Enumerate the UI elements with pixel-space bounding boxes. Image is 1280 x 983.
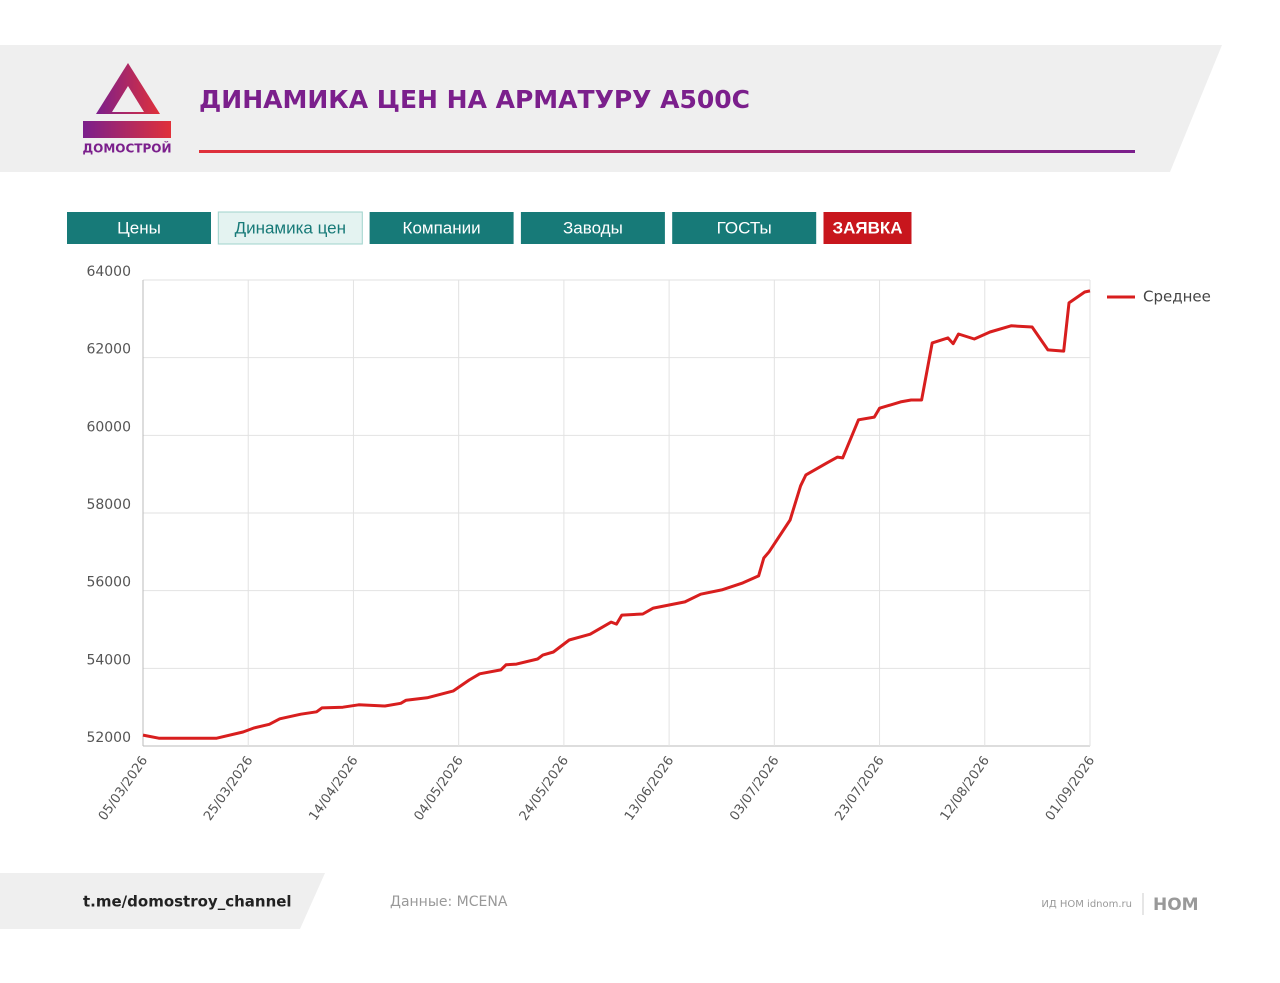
x-tick-label: 01/09/2026 — [1043, 754, 1098, 824]
nav-label[interactable]: Компании — [403, 218, 481, 237]
x-tick-label: 23/07/2026 — [832, 754, 887, 824]
y-tick-label: 52000 — [86, 730, 131, 746]
nav-button[interactable] — [67, 212, 211, 244]
source-note: Данные: MCENA — [390, 894, 508, 910]
title-underline — [199, 150, 1135, 153]
brand: НОМ — [1153, 895, 1199, 915]
nav-button[interactable] — [823, 212, 912, 244]
x-tick-label: 13/06/2026 — [622, 754, 677, 824]
y-tick-label: 56000 — [86, 575, 131, 591]
nav-button[interactable] — [217, 211, 363, 245]
y-tick-label: 54000 — [86, 652, 131, 668]
y-tick-label: 60000 — [86, 419, 131, 435]
nav-button[interactable] — [369, 212, 514, 244]
nav-label[interactable]: Заводы — [563, 218, 623, 237]
nav: Цены Динамика цен Компании Заводы ГОСТы ЗАЯВК… — [67, 211, 912, 245]
y-tick-label: 64000 — [86, 264, 131, 280]
x-tick-label: 25/03/2026 — [201, 754, 256, 824]
footer-band — [0, 873, 325, 929]
data-line — [142, 289, 1091, 740]
x-tick-label: 14/04/2026 — [306, 754, 361, 824]
x-tick-label: 03/07/2026 — [727, 754, 782, 824]
channel-link[interactable]: t.me/domostroy_channel — [83, 893, 292, 911]
legend-label: Среднее — [1143, 288, 1211, 306]
chart: 52000 54000 56000 58000 60000 62000 64000 05/03… — [86, 264, 1210, 824]
nav-label[interactable]: ЗАЯВКА — [832, 218, 902, 237]
nav-button[interactable] — [672, 212, 817, 244]
x-tick-label: 04/05/2026 — [412, 754, 467, 824]
x-tick-label: 05/03/2026 — [96, 754, 151, 824]
y-tick-label: 62000 — [86, 342, 131, 358]
nav-button[interactable] — [520, 212, 665, 244]
publisher: ИД НОМ idnom.ru — [1041, 899, 1132, 910]
page-title: ДИНАМИКА ЦЕН НА АРМАТУРУ А500С — [199, 85, 750, 114]
nav-label[interactable]: ГОСТы — [717, 218, 772, 237]
x-tick-label: 12/08/2026 — [938, 754, 993, 824]
logo-bar — [83, 121, 171, 138]
nav-label[interactable]: Цены — [117, 218, 161, 237]
logo-cut — [112, 86, 144, 112]
header-band — [0, 45, 1222, 172]
nav-label[interactable]: Динамика цен — [235, 218, 346, 237]
x-tick-label: 24/05/2026 — [517, 754, 572, 824]
logo-text: ДОМОСТРОЙ — [82, 141, 171, 156]
y-tick-label: 58000 — [86, 497, 131, 513]
